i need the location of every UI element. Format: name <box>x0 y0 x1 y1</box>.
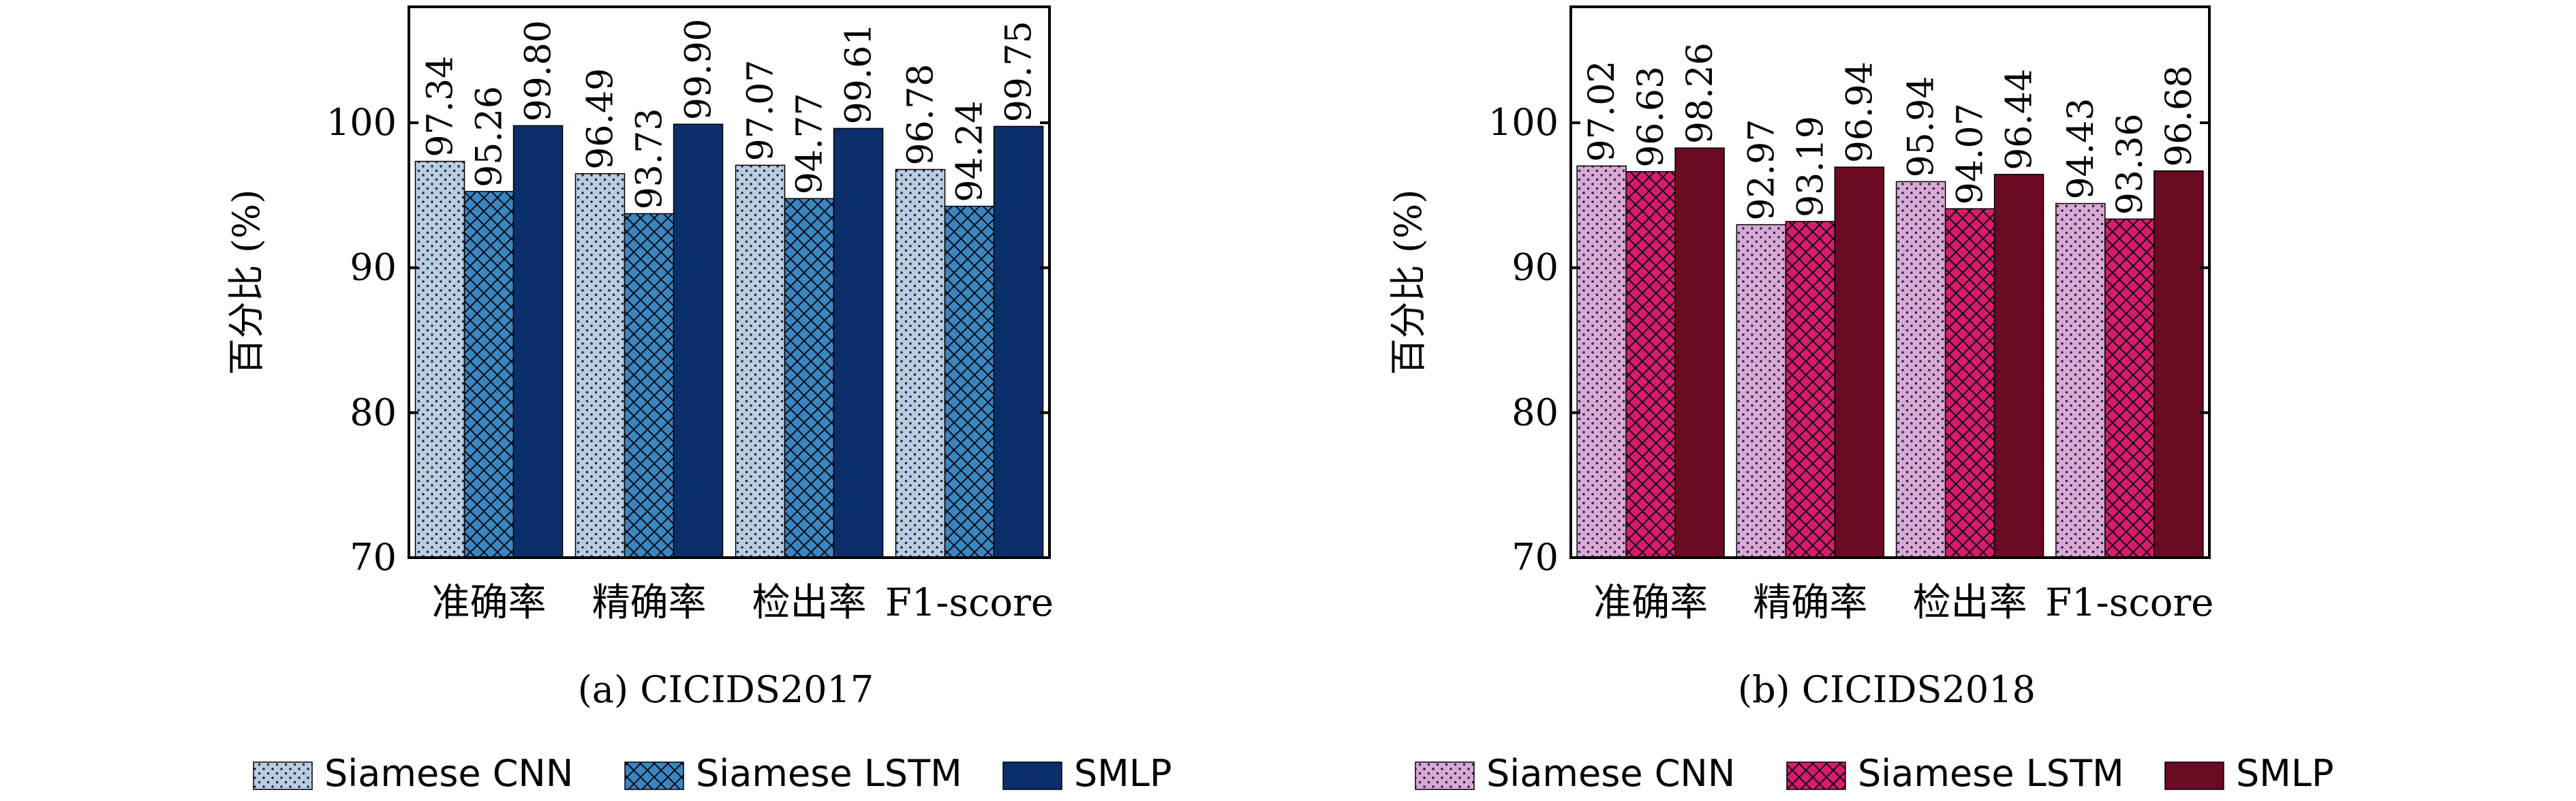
bar <box>735 164 786 558</box>
bar <box>1736 224 1787 558</box>
bar-value-label: 97.07 <box>741 60 782 162</box>
legend-label: SMLP <box>1074 752 1172 795</box>
bar-value-label: 99.80 <box>519 20 559 121</box>
bar <box>1785 221 1836 558</box>
y-tick-label: 100 <box>326 101 397 144</box>
bar <box>414 160 465 558</box>
y-tick-label: 70 <box>350 536 397 579</box>
y-tick-label: 80 <box>350 391 397 434</box>
x-tick-label: 检出率 <box>752 581 867 625</box>
bar-value-label: 96.63 <box>1631 66 1672 168</box>
bar-value-label: 97.34 <box>420 56 461 157</box>
bar <box>2104 218 2155 558</box>
y-tick-label: 90 <box>1512 246 1559 289</box>
bar-value-label: 93.19 <box>1790 116 1831 217</box>
bar-value-label: 96.49 <box>581 68 622 170</box>
bar-value-label: 95.94 <box>1901 76 1942 178</box>
bar-value-label: 94.07 <box>1950 103 1991 205</box>
x-tick-label: 准确率 <box>1593 581 1708 625</box>
legend-label: Siamese LSTM <box>1858 752 2124 795</box>
bar-value-label: 92.97 <box>1741 119 1782 221</box>
bar-value-label: 95.26 <box>470 86 510 187</box>
bar-value-label: 93.36 <box>2110 113 2151 215</box>
chart-caption: (a) CICIDS2017 <box>578 668 874 711</box>
y-axis-label: 百分比 (%) <box>225 190 268 376</box>
bar <box>2055 202 2106 558</box>
legend-swatch <box>624 761 684 790</box>
bar-value-label: 94.24 <box>950 101 991 202</box>
bar-value-label: 97.02 <box>1582 61 1623 162</box>
bar <box>1834 166 1885 558</box>
x-tick-label: F1-score <box>885 581 1054 625</box>
legend-swatch <box>1786 761 1846 790</box>
bar <box>673 123 724 558</box>
bar <box>1576 165 1627 558</box>
bar <box>1625 171 1676 558</box>
bar-value-label: 98.26 <box>1680 42 1721 144</box>
bar-value-label: 93.73 <box>630 108 671 210</box>
bar <box>1944 208 1995 558</box>
y-tick-label: 100 <box>1488 101 1559 144</box>
legend-label: Siamese CNN <box>324 752 573 795</box>
bar <box>512 125 564 558</box>
bar <box>1993 174 2044 558</box>
legend: Siamese CNN Siamese LSTM SMLP <box>253 752 1172 795</box>
bar <box>993 125 1044 558</box>
y-axis-label: 百分比 (%) <box>1387 190 1430 376</box>
bar <box>2153 170 2204 558</box>
x-tick-label: 准确率 <box>432 581 547 625</box>
y-tick-label: 70 <box>1512 536 1559 579</box>
bar <box>1895 181 1946 558</box>
legend-swatch <box>253 761 313 790</box>
bar <box>1674 147 1725 558</box>
bar <box>895 168 946 558</box>
bar <box>784 198 835 558</box>
bar-value-label: 94.43 <box>2061 98 2102 200</box>
chart-caption: (b) CICIDS2018 <box>1738 668 2036 711</box>
x-tick-label: 检出率 <box>1913 581 2027 625</box>
x-tick-label: 精确率 <box>592 581 707 625</box>
y-tick-label: 80 <box>1512 391 1559 434</box>
bar <box>944 205 995 558</box>
bar-value-label: 94.77 <box>790 93 831 194</box>
legend-label: Siamese LSTM <box>696 752 962 795</box>
bar <box>463 191 515 558</box>
bar-value-label: 96.44 <box>1999 69 2040 170</box>
legend-label: SMLP <box>2236 752 2334 795</box>
bar-value-label: 99.90 <box>679 18 720 120</box>
legend: Siamese CNN Siamese LSTM SMLP <box>1415 752 2334 795</box>
bar-value-label: 96.94 <box>1839 61 1880 163</box>
x-tick-label: F1-score <box>2045 581 2213 625</box>
y-tick-label: 90 <box>350 246 397 289</box>
legend-swatch <box>1415 761 1475 790</box>
bar-value-label: 96.78 <box>901 64 942 166</box>
legend-swatch <box>1002 761 1062 790</box>
legend-label: Siamese CNN <box>1486 752 1735 795</box>
legend-swatch <box>2164 761 2224 790</box>
plot-frame <box>1569 5 2211 559</box>
bar <box>624 213 675 558</box>
bar-value-label: 99.75 <box>999 21 1040 123</box>
x-tick-label: 精确率 <box>1753 581 1867 625</box>
bar <box>574 172 626 558</box>
bar-value-label: 99.61 <box>839 23 880 125</box>
bar-value-label: 96.68 <box>2159 65 2200 167</box>
bar <box>833 127 884 558</box>
plot-frame <box>408 5 1051 559</box>
